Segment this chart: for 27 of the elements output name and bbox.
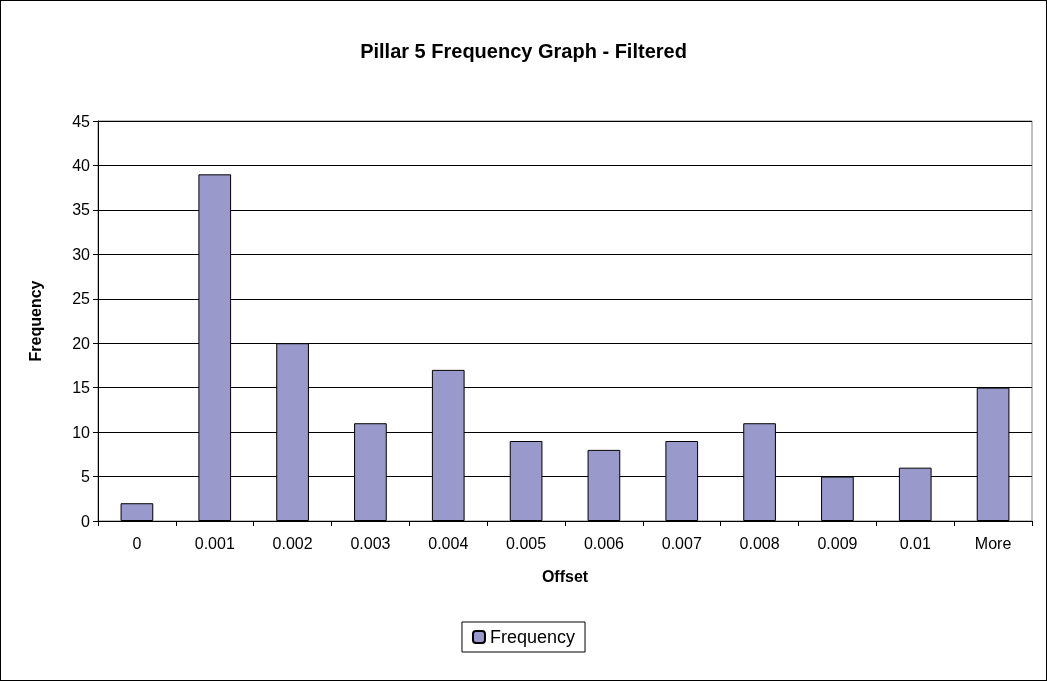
x-tick-label: 0.008 [739,534,780,552]
y-tick-label: 10 [72,423,91,441]
x-tick-label: 0 [132,534,142,552]
x-tick-label: 0.005 [506,534,547,552]
x-tick-label: 0.006 [583,534,625,552]
y-tick-label: 15 [72,379,91,397]
y-tick-label: 35 [72,201,91,219]
x-tick-label: 0.01 [899,534,931,552]
y-tick-label: 0 [81,512,91,530]
y-tick-label: 20 [72,334,91,352]
y-tick-label: 5 [81,468,91,486]
x-tick-label: 0.001 [194,534,235,552]
y-tick-label: 40 [72,156,91,174]
x-tick-label: 0.002 [272,534,313,552]
y-tick-label: 30 [72,245,91,263]
bar [120,503,154,521]
x-tick-label: More [974,534,1012,552]
chart-title: Pillar 5 Frequency Graph - Filtered [360,40,687,62]
x-tick-label: 0.004 [428,534,469,552]
y-tick-label: 45 [72,112,91,130]
x-tick-label: 0.009 [817,534,858,552]
x-tick-label: 0.003 [350,534,391,552]
y-tick-label: 25 [72,290,91,308]
y-axis-title: Frequency [26,280,44,362]
x-axis-title: Offset [541,567,589,585]
legend-label: Frequency [489,627,576,647]
x-tick-label: 0.007 [661,534,702,552]
